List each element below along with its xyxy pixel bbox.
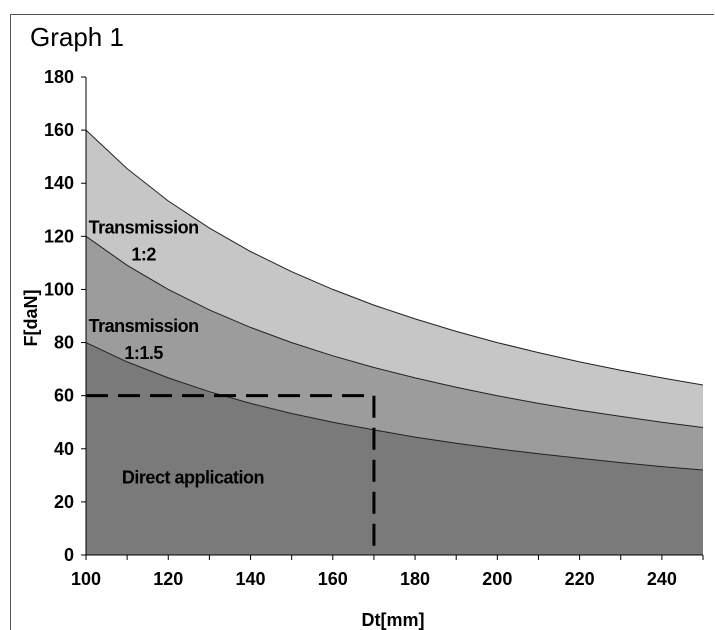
area-series-2 <box>86 342 703 555</box>
x-tick-label: 120 <box>153 569 183 589</box>
x-tick-label: 160 <box>318 569 348 589</box>
y-tick-label: 120 <box>44 226 74 246</box>
x-tick-label: 100 <box>71 569 101 589</box>
y-tick-label: 40 <box>54 439 74 459</box>
x-axis-label: Dt[mm] <box>362 610 425 630</box>
series-line-0 <box>85 129 704 386</box>
y-tick-label: 80 <box>54 333 74 353</box>
region-label-0: Transmission 1:2 <box>89 218 199 265</box>
chart-title: Graph 1 <box>30 22 124 52</box>
chart-frame <box>10 14 714 630</box>
x-tick-label: 140 <box>236 569 266 589</box>
y-tick-label: 180 <box>44 67 74 87</box>
y-axis-label: F[daN] <box>21 290 41 347</box>
y-tick-label: 100 <box>44 279 74 299</box>
x-tick-label: 200 <box>482 569 512 589</box>
region-label-1: Transmission 1:1.5 <box>89 316 199 363</box>
y-tick-label: 0 <box>64 545 74 565</box>
region-label-2: Direct application <box>122 467 264 487</box>
series-line-2 <box>85 342 704 471</box>
y-tick-label: 60 <box>54 386 74 406</box>
marker-dashed-line <box>86 394 376 555</box>
x-tick-label: 220 <box>565 569 595 589</box>
y-tick-label: 160 <box>44 120 74 140</box>
x-tick-label: 240 <box>647 569 677 589</box>
series-line-1 <box>85 235 704 428</box>
y-tick-label: 140 <box>44 173 74 193</box>
y-tick-label: 20 <box>54 492 74 512</box>
x-tick-label: 180 <box>400 569 430 589</box>
